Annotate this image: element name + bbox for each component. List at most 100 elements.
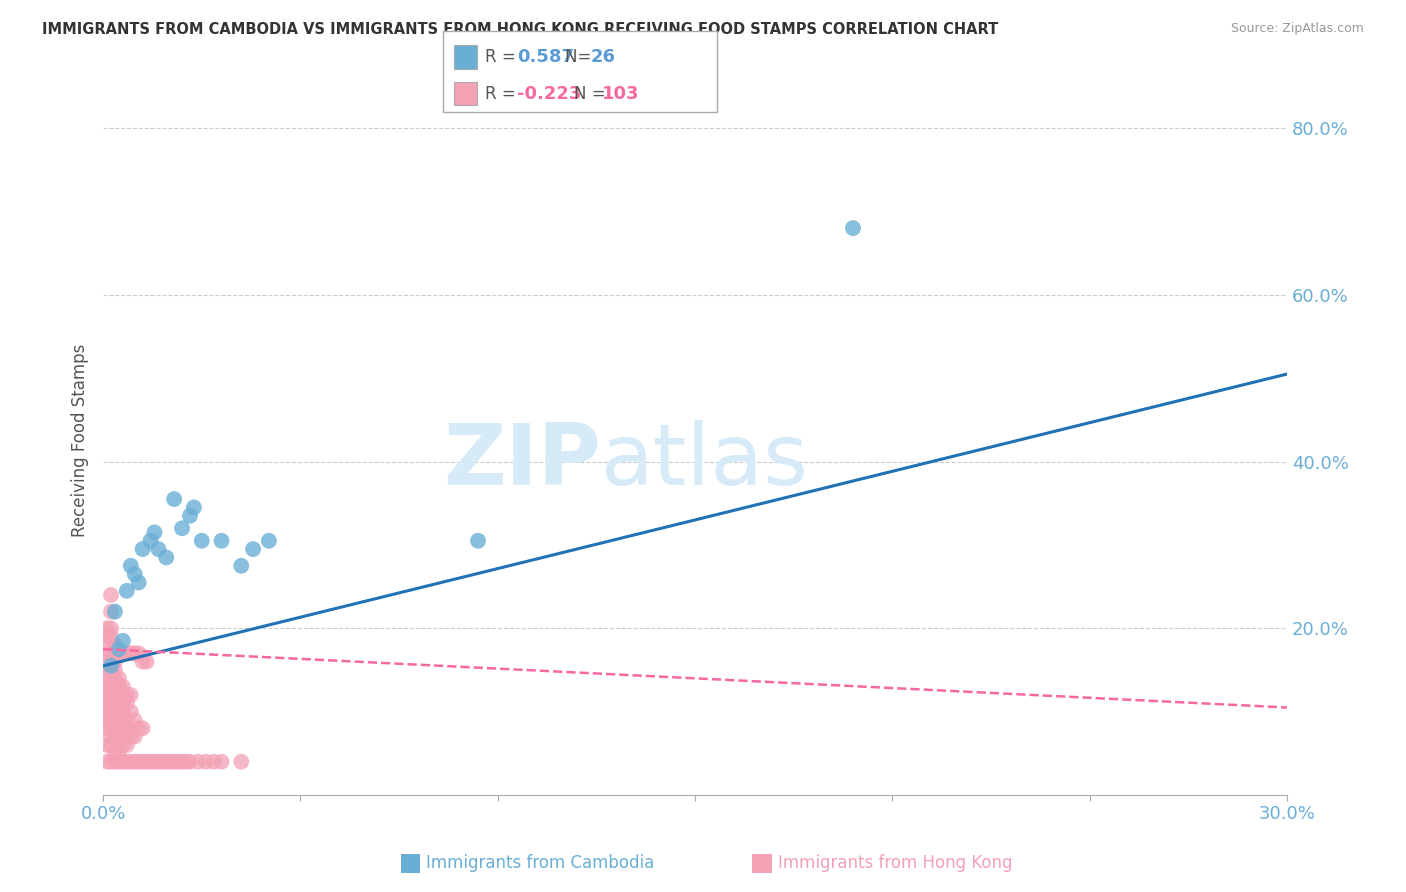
Point bbox=[96, 655, 118, 669]
Point bbox=[155, 755, 177, 769]
Point bbox=[104, 705, 127, 719]
Point bbox=[187, 755, 209, 769]
Point bbox=[96, 646, 118, 660]
Point bbox=[120, 730, 142, 744]
Point bbox=[108, 697, 131, 711]
Point bbox=[111, 730, 134, 744]
Point bbox=[100, 588, 122, 602]
Point bbox=[135, 755, 157, 769]
Text: 26: 26 bbox=[591, 48, 616, 66]
Point bbox=[100, 658, 122, 673]
Point bbox=[148, 755, 170, 769]
Point bbox=[96, 630, 118, 644]
Point bbox=[124, 646, 146, 660]
Point bbox=[143, 755, 166, 769]
Point bbox=[174, 755, 197, 769]
Point bbox=[131, 542, 153, 557]
Point bbox=[124, 567, 146, 582]
Point bbox=[104, 688, 127, 702]
Point bbox=[96, 663, 118, 677]
Point bbox=[842, 221, 865, 235]
Point bbox=[111, 738, 134, 752]
Point bbox=[115, 688, 138, 702]
Point bbox=[104, 646, 127, 660]
Point bbox=[104, 730, 127, 744]
Point bbox=[100, 738, 122, 752]
Text: IMMIGRANTS FROM CAMBODIA VS IMMIGRANTS FROM HONG KONG RECEIVING FOOD STAMPS CORR: IMMIGRANTS FROM CAMBODIA VS IMMIGRANTS F… bbox=[42, 22, 998, 37]
Point bbox=[143, 525, 166, 540]
Point bbox=[96, 697, 118, 711]
Point bbox=[170, 755, 193, 769]
Point bbox=[150, 755, 173, 769]
Point bbox=[108, 713, 131, 727]
Point bbox=[120, 688, 142, 702]
Point bbox=[115, 738, 138, 752]
Point bbox=[96, 638, 118, 652]
Point bbox=[128, 722, 150, 736]
Point bbox=[111, 680, 134, 694]
Point bbox=[100, 722, 122, 736]
Point bbox=[104, 722, 127, 736]
Point bbox=[139, 755, 162, 769]
Text: N=: N= bbox=[565, 48, 596, 66]
Text: Immigrants from Hong Kong: Immigrants from Hong Kong bbox=[778, 855, 1012, 872]
Point bbox=[100, 755, 122, 769]
Point bbox=[163, 492, 186, 507]
Point bbox=[104, 663, 127, 677]
Point bbox=[120, 646, 142, 660]
Point bbox=[96, 722, 118, 736]
Point bbox=[108, 730, 131, 744]
Point bbox=[163, 755, 186, 769]
Point bbox=[202, 755, 225, 769]
Point bbox=[194, 755, 217, 769]
Point bbox=[100, 671, 122, 685]
Point bbox=[96, 713, 118, 727]
Point bbox=[231, 755, 253, 769]
Text: Immigrants from Cambodia: Immigrants from Cambodia bbox=[426, 855, 654, 872]
Point bbox=[111, 705, 134, 719]
Point bbox=[131, 755, 153, 769]
Point bbox=[128, 755, 150, 769]
Point bbox=[115, 583, 138, 598]
Point bbox=[111, 646, 134, 660]
Point bbox=[108, 722, 131, 736]
Point bbox=[467, 533, 489, 548]
Point bbox=[115, 722, 138, 736]
Point bbox=[100, 646, 122, 660]
Text: R =: R = bbox=[485, 85, 522, 103]
Point bbox=[96, 680, 118, 694]
Point bbox=[170, 521, 193, 535]
Point bbox=[104, 655, 127, 669]
Point bbox=[96, 688, 118, 702]
Point bbox=[108, 671, 131, 685]
Point bbox=[100, 605, 122, 619]
Point bbox=[139, 533, 162, 548]
Point bbox=[104, 671, 127, 685]
Point bbox=[111, 755, 134, 769]
Point bbox=[96, 621, 118, 635]
Point bbox=[115, 755, 138, 769]
Point bbox=[100, 621, 122, 635]
Point bbox=[104, 697, 127, 711]
Point bbox=[179, 755, 201, 769]
Point bbox=[115, 646, 138, 660]
Point bbox=[124, 755, 146, 769]
Point bbox=[100, 713, 122, 727]
Text: 0.587: 0.587 bbox=[517, 48, 575, 66]
Point bbox=[108, 755, 131, 769]
Point bbox=[104, 680, 127, 694]
Point bbox=[111, 722, 134, 736]
Point bbox=[124, 730, 146, 744]
Point bbox=[108, 642, 131, 657]
Point bbox=[108, 680, 131, 694]
Point bbox=[115, 713, 138, 727]
Text: 103: 103 bbox=[602, 85, 640, 103]
Point bbox=[124, 713, 146, 727]
Point bbox=[111, 688, 134, 702]
Point bbox=[100, 705, 122, 719]
Text: Source: ZipAtlas.com: Source: ZipAtlas.com bbox=[1230, 22, 1364, 36]
Point bbox=[104, 713, 127, 727]
Point bbox=[257, 533, 280, 548]
Point bbox=[111, 633, 134, 648]
Point bbox=[100, 630, 122, 644]
